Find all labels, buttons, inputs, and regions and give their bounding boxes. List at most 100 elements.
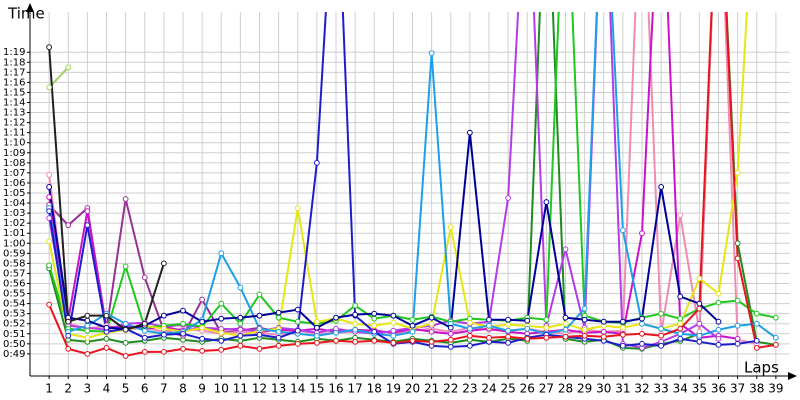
data-point	[237, 326, 244, 333]
data-point	[581, 332, 588, 339]
x-tick-label: 2	[64, 382, 72, 396]
y-tick-label: 0:55	[3, 289, 25, 300]
x-tick-label: 18	[367, 382, 382, 396]
data-point	[447, 324, 454, 331]
data-point	[141, 320, 148, 327]
data-point	[84, 322, 91, 329]
data-point	[486, 322, 492, 329]
data-point	[333, 329, 339, 336]
x-tick-label: 16	[328, 382, 343, 396]
data-point	[772, 314, 779, 321]
data-point	[524, 335, 531, 342]
data-point	[772, 334, 779, 341]
x-tick-label: 10	[214, 382, 229, 396]
data-point	[753, 344, 760, 351]
data-point	[390, 339, 397, 346]
y-tick-label: 1:15	[3, 87, 25, 98]
data-point	[486, 316, 492, 323]
data-point	[180, 330, 186, 337]
data-point	[371, 310, 378, 317]
data-point	[677, 335, 684, 342]
data-point	[734, 255, 741, 262]
data-point	[581, 326, 588, 333]
data-point	[677, 325, 684, 332]
data-point	[639, 330, 645, 337]
x-tick-label: 25	[500, 382, 515, 396]
x-tick-label: 29	[577, 382, 592, 396]
data-point	[275, 334, 282, 341]
data-point	[600, 328, 607, 335]
data-point	[466, 129, 473, 136]
data-point	[199, 318, 206, 325]
y-tick-label: 1:09	[3, 148, 25, 159]
data-point	[428, 320, 435, 327]
data-point	[696, 338, 703, 345]
x-tick-label: 22	[443, 382, 458, 396]
data-point	[46, 208, 53, 214]
y-tick-label: 1:17	[3, 67, 25, 78]
data-point	[734, 297, 741, 304]
y-tick-label: 0:52	[3, 319, 25, 330]
y-tick-label: 1:02	[3, 218, 25, 229]
data-point	[715, 341, 722, 348]
series-line	[48, 12, 748, 339]
y-tick-label: 0:54	[3, 299, 25, 310]
y-tick-label: 0:53	[3, 309, 25, 320]
data-point	[390, 327, 397, 334]
data-point	[524, 325, 531, 332]
data-point	[428, 314, 435, 321]
data-point	[84, 208, 91, 214]
data-point	[141, 327, 148, 334]
data-point	[409, 337, 416, 344]
data-point	[122, 326, 129, 333]
data-point	[237, 342, 244, 349]
y-tick-label: 1:05	[3, 188, 25, 199]
data-point	[84, 317, 91, 324]
data-point	[677, 330, 684, 337]
data-point	[734, 169, 741, 176]
data-point	[600, 318, 607, 325]
data-point	[46, 215, 53, 222]
y-axis-arrow	[26, 3, 34, 12]
x-tick-label: 30	[596, 382, 611, 396]
data-point	[256, 345, 263, 352]
data-point	[199, 324, 206, 331]
x-tick-label: 4	[103, 382, 111, 396]
data-point	[218, 337, 225, 344]
data-point	[543, 199, 550, 205]
x-tick-label: 37	[730, 382, 745, 396]
data-point	[275, 328, 282, 335]
data-point	[447, 330, 454, 337]
data-point	[505, 195, 512, 201]
data-point	[84, 350, 91, 357]
data-point	[313, 332, 320, 339]
series-line	[48, 12, 757, 345]
y-tick-label: 1:16	[3, 77, 25, 88]
data-point	[772, 341, 779, 348]
data-point	[658, 332, 665, 339]
data-point	[505, 321, 512, 328]
x-tick-label: 11	[233, 382, 248, 396]
data-point	[658, 325, 665, 332]
data-point	[313, 339, 320, 346]
y-axis-title: Time	[7, 5, 45, 23]
data-point	[46, 238, 53, 245]
x-tick-label: 31	[615, 382, 630, 396]
data-point	[466, 325, 473, 332]
data-point	[237, 314, 244, 321]
data-point	[677, 293, 684, 300]
data-point	[218, 346, 225, 353]
data-point	[275, 314, 282, 321]
y-tick-label: 0:57	[3, 268, 25, 279]
data-point	[428, 50, 435, 57]
data-point	[715, 299, 722, 306]
data-point	[734, 240, 741, 247]
data-point	[753, 310, 760, 317]
data-point	[619, 318, 626, 325]
x-tick-label: 24	[481, 382, 496, 396]
data-point	[734, 335, 741, 342]
y-tick-label: 1:14	[3, 97, 25, 108]
y-tick-label: 1:10	[3, 138, 25, 149]
data-point	[65, 345, 72, 352]
y-tick-label: 0:50	[3, 339, 25, 350]
